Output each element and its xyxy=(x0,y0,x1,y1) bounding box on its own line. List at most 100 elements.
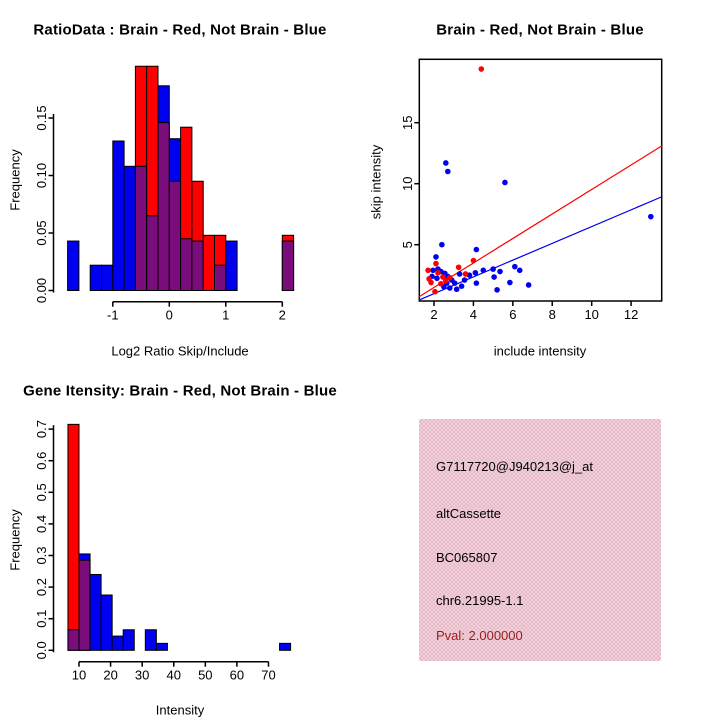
notbrain-point xyxy=(451,280,458,286)
histogram-bar-overlap xyxy=(281,240,295,292)
notbrain-point xyxy=(473,280,480,286)
brain-point xyxy=(425,267,431,274)
x-tick-label: 6 xyxy=(509,307,516,322)
x-tick-label: 50 xyxy=(198,668,212,683)
notbrain-point xyxy=(473,246,480,253)
x-tick-label: 40 xyxy=(167,668,181,683)
notbrain-point xyxy=(507,279,513,286)
notbrain-point xyxy=(430,267,436,274)
y-tick-label: 0.00 xyxy=(34,278,49,303)
x-tick-label: 8 xyxy=(549,307,556,322)
x-tick-label: 10 xyxy=(72,668,86,683)
notbrain-point xyxy=(490,266,496,272)
histogram-bar-overlap xyxy=(157,122,170,291)
notbrain-point xyxy=(480,267,487,274)
y-tick-label: 5 xyxy=(400,241,415,248)
notbrain-point xyxy=(512,263,518,270)
histogram-bar xyxy=(225,240,238,292)
gene-locus: chr6.21995-1.1 xyxy=(436,593,524,608)
histogram-bar xyxy=(122,629,135,651)
brain-point xyxy=(455,264,462,271)
brain-point xyxy=(470,257,477,264)
x-tick-label: 60 xyxy=(230,668,244,683)
brain-point xyxy=(443,277,449,284)
histogram-bar-overlap xyxy=(146,215,159,291)
brain-point xyxy=(446,274,453,281)
histogram-bar xyxy=(89,573,102,651)
x-tick-label: 12 xyxy=(624,307,638,322)
histogram-bar xyxy=(279,642,292,651)
x-tick-label: -1 xyxy=(107,308,119,323)
histogram-bar xyxy=(100,594,113,651)
histogram-bar xyxy=(111,635,124,651)
notbrain-point xyxy=(433,254,439,260)
intensity-scatter-plot: 2 4 6 8 10 12 5 10 15 xyxy=(400,58,663,322)
y-tick-label: 15 xyxy=(400,115,415,129)
notbrain-point xyxy=(456,271,463,277)
histogram-bar-overlap xyxy=(67,629,80,651)
x-tick-label: 1 xyxy=(222,308,229,323)
notbrain-point xyxy=(491,274,497,280)
histogram-bar-overlap xyxy=(78,559,91,651)
gene-info-box: G7117720@J940213@j_at altCassette BC0658… xyxy=(419,419,661,661)
brain-point xyxy=(433,260,439,267)
gene-probe-id: G7117720@J940213@j_at xyxy=(436,459,593,474)
histogram-bar xyxy=(123,165,136,291)
gene-intensity-ylabel: Frequency xyxy=(7,509,23,571)
notbrain-point xyxy=(446,285,453,291)
x-tick-label: 20 xyxy=(103,668,117,683)
y-tick-label: 0.15 xyxy=(34,105,49,130)
x-tick-label: 2 xyxy=(430,307,437,322)
brain-point xyxy=(462,271,469,277)
y-tick-label: 0.05 xyxy=(34,220,49,245)
scatter-xlabel: include intensity xyxy=(493,343,587,359)
x-tick-label: 2 xyxy=(279,308,286,323)
notbrain-point xyxy=(648,213,654,220)
brain-point xyxy=(435,269,441,276)
histogram-bar-overlap xyxy=(191,240,204,292)
ratio-histogram-plot: 0.00 0.05 0.10 0.15 -1 0 1 2 xyxy=(34,65,295,323)
gene-accession: BC065807 xyxy=(436,550,498,565)
y-tick-label: 0.1 xyxy=(34,610,49,628)
histogram-bar xyxy=(144,629,157,651)
histogram-bar xyxy=(67,423,80,651)
histogram-bar-overlap xyxy=(180,238,193,291)
brain-point xyxy=(478,66,485,72)
gene-intensity-xlabel: Intensity xyxy=(155,702,205,718)
notbrain-point xyxy=(453,286,460,293)
ratio-histogram-ylabel: Frequency xyxy=(7,149,23,211)
histogram-bar xyxy=(101,264,114,292)
histogram-bar xyxy=(67,240,80,292)
notbrain-fit-line xyxy=(418,196,663,301)
x-tick-label: 0 xyxy=(166,308,173,323)
y-tick-label: 0.0 xyxy=(34,641,49,659)
notbrain-point xyxy=(434,275,440,282)
scatter-ylabel: skip intensity xyxy=(368,144,384,220)
y-tick-label: 0.6 xyxy=(34,452,49,470)
notbrain-point xyxy=(439,241,445,248)
y-tick-label: 10 xyxy=(400,176,415,190)
y-tick-label: 0.10 xyxy=(34,163,49,188)
ratio-histogram-title: RatioData : Brain - Red, Not Brain - Blu… xyxy=(33,21,327,39)
plot-box xyxy=(418,58,663,302)
notbrain-point xyxy=(444,168,451,175)
gene-intensity-title: Gene Itensity: Brain - Red, Not Brain - … xyxy=(23,382,337,400)
gene-intensity-histogram-plot: 0.0 0.1 0.2 0.3 0.4 0.5 0.6 0.7 10 20 30 40 50 60 70 xyxy=(34,420,292,683)
notbrain-point xyxy=(443,160,449,166)
histogram-bar xyxy=(155,642,168,651)
x-tick-label: 70 xyxy=(261,668,275,683)
histogram-bar-overlap xyxy=(134,165,148,291)
brain-fit-line xyxy=(418,145,663,298)
notbrain-point xyxy=(472,269,479,276)
notbrain-point xyxy=(525,282,532,288)
x-tick-label: 30 xyxy=(135,668,149,683)
notbrain-point xyxy=(458,283,465,289)
brain-point xyxy=(432,288,438,295)
notbrain-point xyxy=(461,277,468,283)
x-tick-label: 10 xyxy=(584,307,598,322)
brain-point xyxy=(428,279,434,286)
brain-point xyxy=(438,280,444,287)
y-tick-label: 0.3 xyxy=(34,546,49,564)
ratio-histogram-xlabel: Log2 Ratio Skip/Include xyxy=(111,343,249,359)
